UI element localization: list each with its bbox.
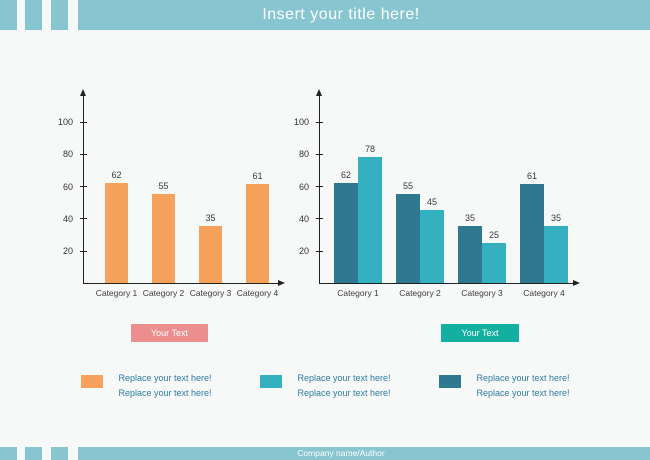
bar-orange-series-category-3[interactable] [199,226,222,283]
footer-square-3 [51,447,68,460]
legend-text-line[interactable]: Replace your text here! [297,373,391,383]
bar-dark-teal-series-category-1[interactable] [334,182,358,283]
bar-light-teal-series-category-1[interactable] [358,157,382,283]
y-tick [80,218,87,220]
bar-light-teal-series-category-2[interactable] [420,210,444,283]
y-tick [316,153,323,155]
category-label: Category 3 [461,288,503,298]
header-bar [78,0,650,30]
bar-value-label: 55 [158,181,169,192]
footer-square-2 [25,447,42,460]
legend-text-line[interactable]: Replace your text here! [297,388,391,398]
y-tick [80,250,87,252]
y-axis [83,96,84,284]
page-title[interactable]: Insert your title here! [262,6,420,23]
y-tick-label: 20 [298,246,309,257]
category-label: Category 2 [399,288,441,298]
bar-value-label: 62 [340,169,351,180]
category-label: Category 4 [236,288,279,298]
category-label: Category 3 [189,288,232,298]
category-label: Category 1 [337,288,379,298]
y-axis [319,96,320,284]
x-axis [319,283,573,284]
y-tick [316,121,323,123]
bar-value-label: 61 [526,171,537,182]
y-tick-label: 40 [298,213,309,224]
y-tick-label: 40 [62,213,73,224]
bar-value-label: 35 [464,213,475,224]
footer-text[interactable]: Company name/Author [297,448,385,458]
legend-text-line[interactable]: Replace your text here! [476,373,570,383]
legend-entry-orange: Replace your text here! Replace your tex… [81,373,226,405]
header-square-3 [51,0,68,30]
legend-text-line[interactable]: Replace your text here! [118,373,212,383]
x-axis [83,283,278,284]
your-text-button-left[interactable]: Your Text [131,324,208,342]
bar-dark-teal-series-category-3[interactable] [458,226,482,283]
bar-value-label: 61 [252,171,263,182]
category-label: Category 2 [142,288,185,298]
orange-swatch[interactable] [81,375,103,388]
header-square-1 [0,0,17,30]
y-tick-label: 60 [298,181,309,192]
bar-dark-teal-series-category-4[interactable] [520,184,544,283]
y-tick-label: 20 [62,246,73,257]
y-tick [80,153,87,155]
legend-entry-dark-teal: Replace your text here! Replace your tex… [439,373,584,405]
light-teal-swatch[interactable] [260,375,282,388]
bar-orange-series-category-2[interactable] [152,194,175,283]
y-tick-label: 100 [57,117,73,127]
y-tick [316,218,323,220]
y-axis-arrow-icon [316,89,322,96]
category-label: Category 1 [95,288,138,298]
y-tick-label: 80 [62,149,73,160]
bar-value-label: 55 [402,181,413,192]
header-square-2 [25,0,42,30]
bar-orange-series-category-1[interactable] [105,182,128,283]
x-axis-arrow-icon [573,280,580,286]
legend-entry-light-teal: Replace your text here! Replace your tex… [260,373,405,405]
dark-teal-swatch[interactable] [439,375,461,388]
bar-value-label: 35 [550,213,561,224]
footer-square-1 [0,447,17,460]
bar-light-teal-series-category-3[interactable] [482,242,506,283]
bar-value-label: 62 [111,169,122,180]
bar-orange-series-category-4[interactable] [246,184,269,283]
bar-light-teal-series-category-4[interactable] [544,226,568,283]
y-tick [316,186,323,188]
y-tick-label: 100 [293,117,309,127]
bar-value-label: 78 [364,144,375,155]
bar-dark-teal-series-category-2[interactable] [396,194,420,283]
bar-value-label: 35 [205,213,216,224]
y-tick-label: 80 [298,149,309,160]
footer-bar [78,447,650,460]
x-axis-arrow-icon [278,280,285,286]
legend-text-line[interactable]: Replace your text here! [118,388,212,398]
y-axis-arrow-icon [80,89,86,96]
y-tick [80,186,87,188]
category-label: Category 4 [523,288,565,298]
y-tick [80,121,87,123]
your-text-button-right[interactable]: Your Text [441,324,519,342]
y-tick [316,250,323,252]
bar-value-label: 25 [488,229,499,240]
bar-value-label: 45 [426,197,437,208]
y-tick-label: 60 [62,181,73,192]
legend-text-line[interactable]: Replace your text here! [476,388,570,398]
